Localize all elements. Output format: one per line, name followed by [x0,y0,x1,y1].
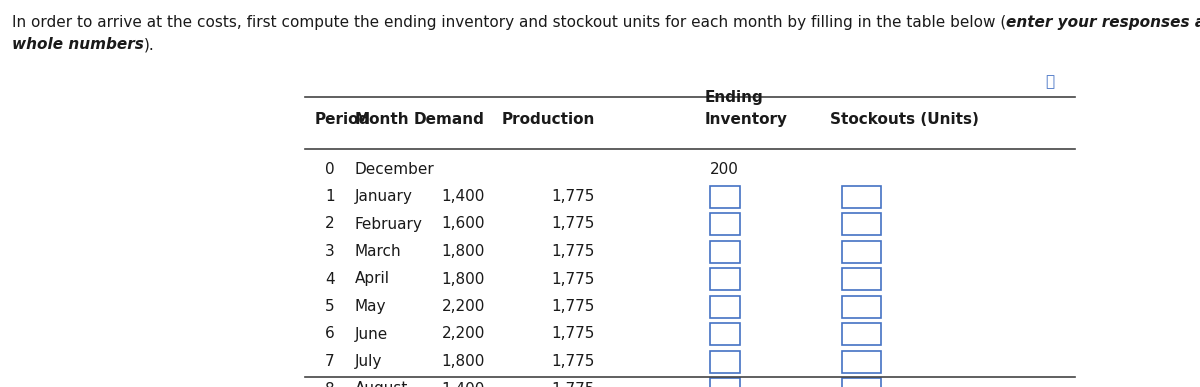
Text: 1,800: 1,800 [442,244,485,259]
Text: 1,775: 1,775 [552,216,595,231]
Text: 1,400: 1,400 [442,189,485,204]
Text: 0: 0 [325,161,335,176]
Bar [842,351,881,373]
Text: 3: 3 [325,244,335,259]
Bar [710,268,740,290]
Text: 5: 5 [325,299,335,314]
Text: Ending: Ending [706,90,763,105]
Text: June: June [355,327,389,341]
Text: 6: 6 [325,327,335,341]
Text: 8: 8 [325,382,335,387]
Text: 1,800: 1,800 [442,272,485,286]
Text: Demand: Demand [414,112,485,127]
Text: 1: 1 [325,189,335,204]
Text: August: August [355,382,408,387]
Text: 200: 200 [710,161,739,176]
Text: Inventory: Inventory [706,112,788,127]
Text: January: January [355,189,413,204]
Text: whole numbers: whole numbers [12,37,144,52]
Text: 7: 7 [325,354,335,369]
Bar [842,268,881,290]
Text: ).: ). [144,37,155,52]
Bar [710,323,740,345]
Bar [842,378,881,387]
Bar [710,351,740,373]
Text: In order to arrive at the costs, first compute the ending inventory and stockout: In order to arrive at the costs, first c… [12,15,1007,30]
Text: February: February [355,216,422,231]
Text: 1,775: 1,775 [552,244,595,259]
Text: Period: Period [314,112,371,127]
Text: 1,600: 1,600 [442,216,485,231]
Text: 1,775: 1,775 [552,299,595,314]
Text: 2: 2 [325,216,335,231]
Text: 1,775: 1,775 [552,382,595,387]
Text: ⧉: ⧉ [1045,75,1055,89]
Text: 4: 4 [325,272,335,286]
Text: 1,775: 1,775 [552,189,595,204]
Text: Stockouts (Units): Stockouts (Units) [830,112,979,127]
Bar [842,185,881,207]
Text: 2,200: 2,200 [442,327,485,341]
Bar [710,378,740,387]
Text: Month: Month [355,112,409,127]
Bar [710,185,740,207]
Text: 1,775: 1,775 [552,327,595,341]
Bar [710,296,740,317]
Bar [710,213,740,235]
Text: 1,800: 1,800 [442,354,485,369]
Text: 1,775: 1,775 [552,354,595,369]
Text: May: May [355,299,386,314]
Bar [842,240,881,262]
Text: December: December [355,161,434,176]
Text: 1,775: 1,775 [552,272,595,286]
Text: enter your responses as: enter your responses as [1007,15,1200,30]
Text: April: April [355,272,390,286]
Text: March: March [355,244,402,259]
Bar [842,296,881,317]
Text: Production: Production [502,112,595,127]
Text: 2,200: 2,200 [442,299,485,314]
Text: 1,400: 1,400 [442,382,485,387]
Text: July: July [355,354,383,369]
Bar [842,213,881,235]
Bar [710,240,740,262]
Bar [842,323,881,345]
